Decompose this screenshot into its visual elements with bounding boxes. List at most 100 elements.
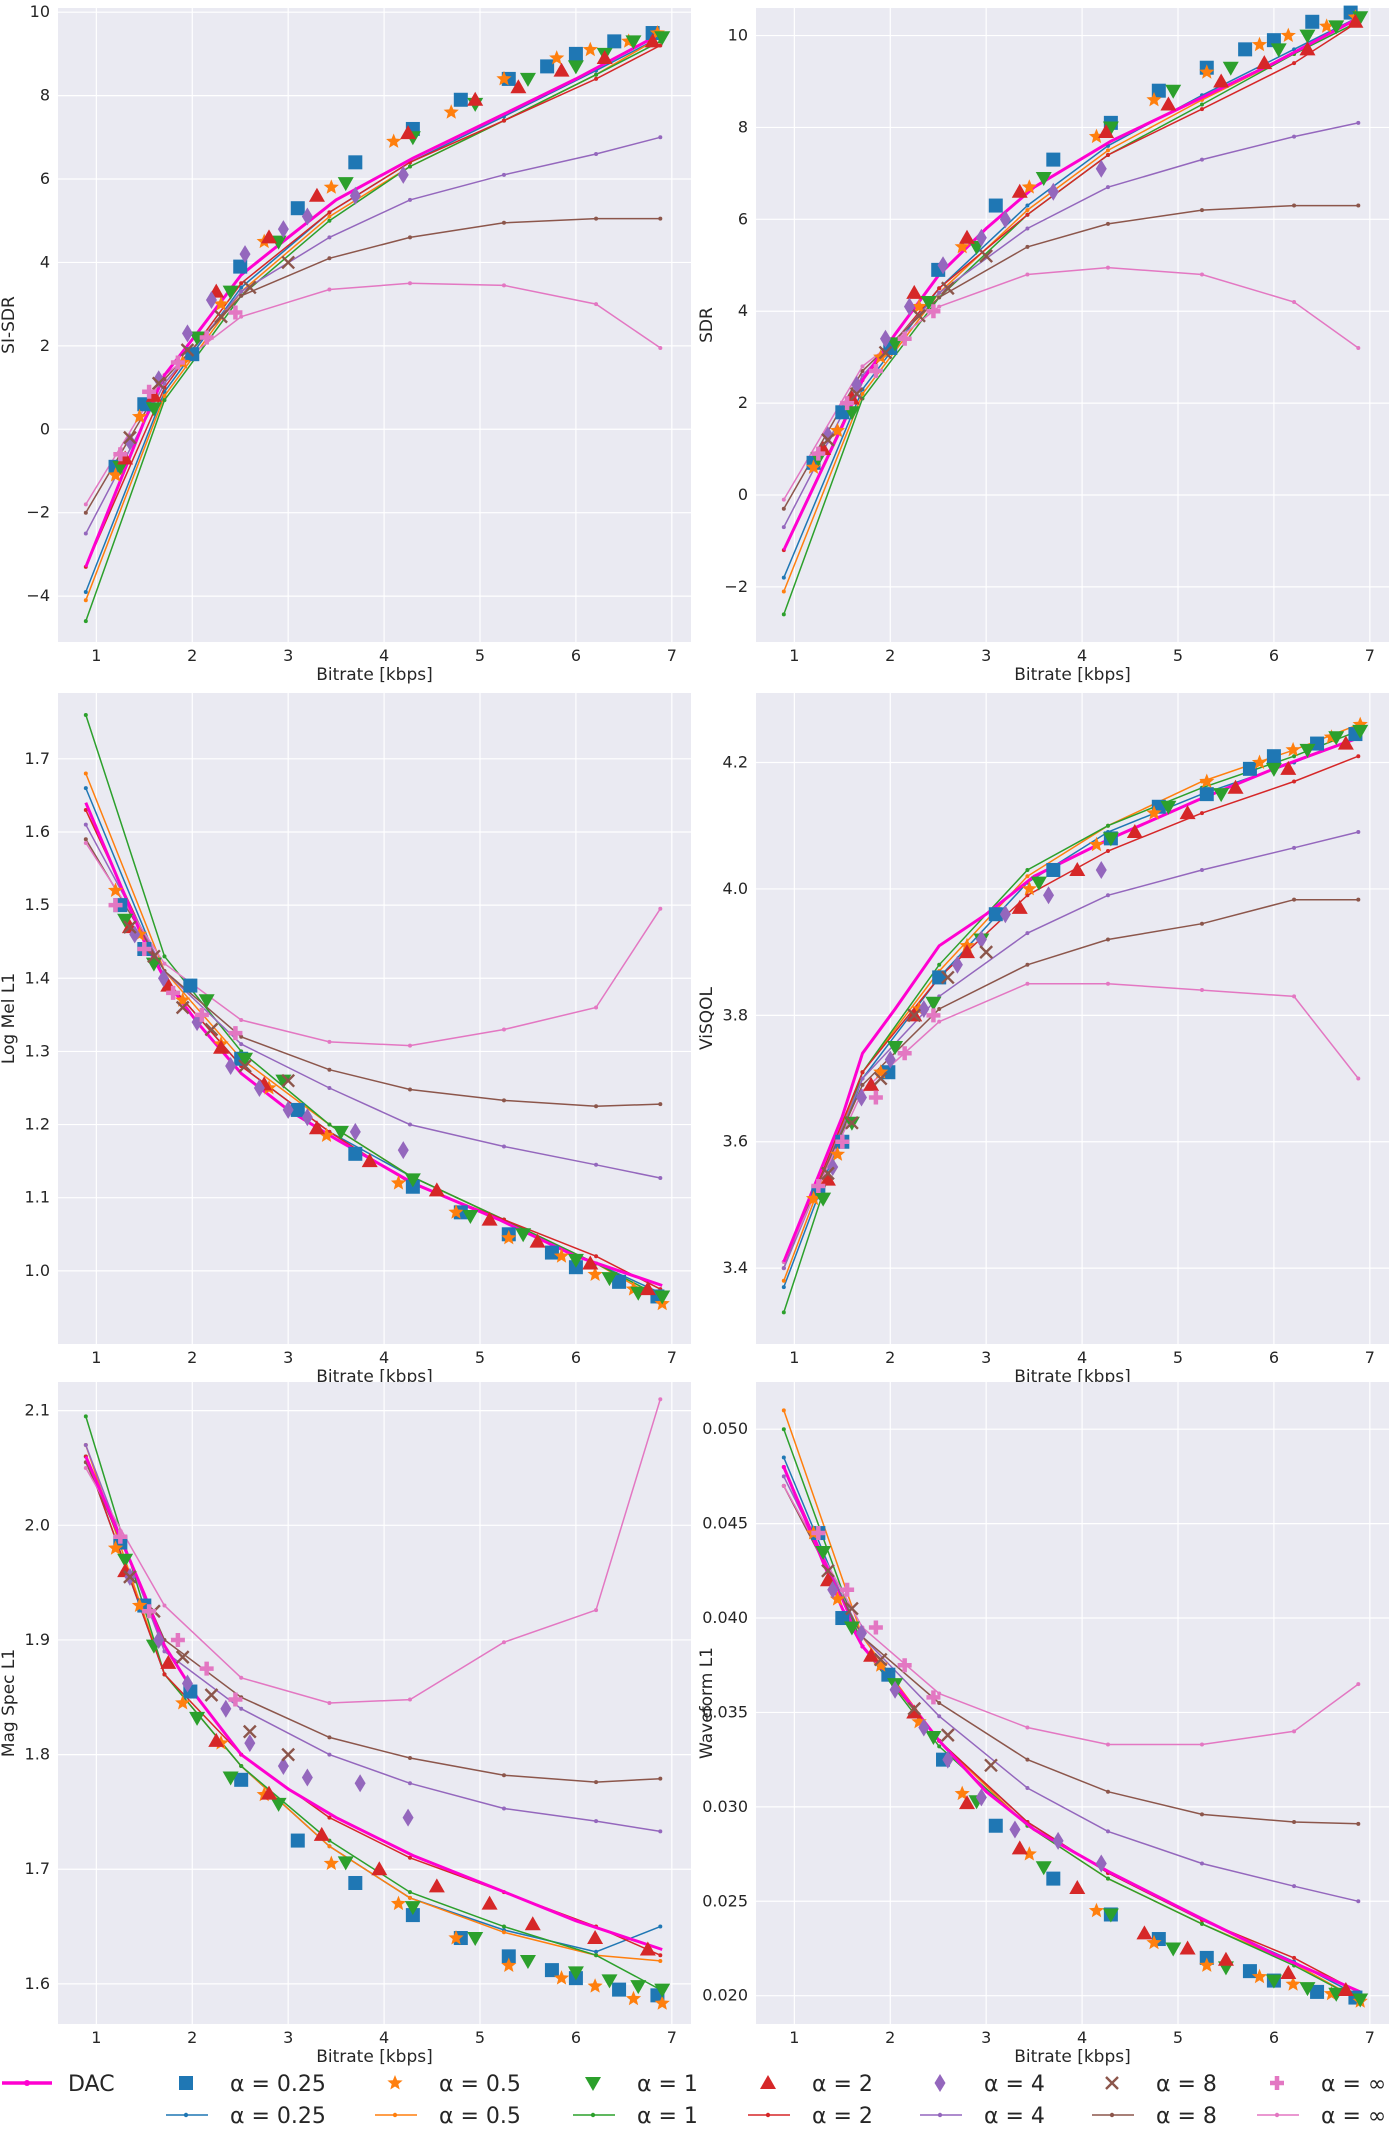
series-point-4 xyxy=(501,118,506,123)
series-point-7 xyxy=(1025,1725,1030,1730)
marker-triangle-up xyxy=(1280,1965,1297,1980)
marker-square xyxy=(988,198,1003,213)
marker-square xyxy=(348,1146,363,1161)
marker-plus xyxy=(194,1007,209,1022)
marker-star xyxy=(323,1855,339,1870)
series-point-5 xyxy=(327,235,332,240)
marker-triangle-up xyxy=(1347,13,1364,28)
marker-diamond xyxy=(181,1674,193,1693)
legend-line-point xyxy=(590,2112,596,2118)
marker-x xyxy=(821,1563,835,1578)
series-point-2 xyxy=(1025,208,1030,213)
marker-triangle-down xyxy=(1328,20,1345,35)
marker-triangle-down xyxy=(467,1932,484,1947)
x-tick-label: 1 xyxy=(91,2028,101,2047)
legend-line-point xyxy=(1274,2112,1280,2118)
y-tick-label: 0 xyxy=(738,485,748,504)
marker-triangle-up xyxy=(1280,760,1297,775)
legend-line-label: α = 0.5 xyxy=(439,2104,521,2129)
series-point-4 xyxy=(860,1070,865,1075)
series-line-7 xyxy=(783,982,1359,1263)
series-point-5 xyxy=(1292,1884,1297,1889)
x-tick-label: 5 xyxy=(475,646,485,665)
series-point-6 xyxy=(860,368,865,373)
series-point-3 xyxy=(162,398,167,403)
marker-triangle-down xyxy=(1030,876,1047,891)
series-point-7 xyxy=(1292,300,1297,305)
marker-diamond xyxy=(903,297,915,316)
marker-triangle-down xyxy=(920,296,937,311)
chart-panel-2: 1 2 3 4 5 6 7 −2 0 2 4 6 8 10 Bitrate [kbps] SDR xyxy=(697,5,1389,685)
marker-plus xyxy=(166,985,181,1000)
marker-triangle-down xyxy=(567,1253,584,1268)
marker-diamond xyxy=(220,1699,232,1718)
marker-square xyxy=(1305,14,1320,29)
marker-triangle-up xyxy=(481,1895,498,1910)
marker-star xyxy=(1088,1902,1105,1918)
series-point-3 xyxy=(594,1953,599,1958)
marker-square xyxy=(348,155,363,170)
marker-x xyxy=(147,949,161,964)
marker-triangle-up xyxy=(1337,1982,1354,1997)
marker-triangle-up xyxy=(1179,1940,1196,1955)
marker-triangle-up xyxy=(959,229,975,244)
marker-diamond xyxy=(975,228,987,247)
marker-diamond xyxy=(975,930,987,949)
marker-star xyxy=(1146,805,1162,820)
legend-marker-triangle-down xyxy=(585,2077,601,2091)
x-tick-label: 2 xyxy=(187,2028,197,2047)
y-tick-label: 2.0 xyxy=(25,1515,50,1534)
marker-triangle-down xyxy=(1352,11,1369,26)
plot-area xyxy=(58,8,691,642)
legend-marker-triangle-up xyxy=(760,2075,776,2089)
series-point-7 xyxy=(781,497,786,502)
marker-x xyxy=(878,345,893,360)
legend-line-point xyxy=(765,2112,771,2118)
x-axis-label: Bitrate [kbps] xyxy=(316,2047,433,2067)
y-tick-label: −4 xyxy=(26,586,50,605)
marker-diamond xyxy=(158,969,169,988)
y-tick-label: 3.4 xyxy=(723,1258,748,1277)
series-point-4 xyxy=(83,808,88,813)
legend-line-label: α = ∞ xyxy=(1321,2104,1386,2129)
marker-plus xyxy=(142,1604,157,1619)
x-tick-label: 7 xyxy=(1365,2028,1375,2047)
series-point-4 xyxy=(162,1672,167,1677)
series-point-5 xyxy=(83,531,88,536)
marker-plus xyxy=(113,447,128,462)
marker-diamond xyxy=(153,370,165,389)
marker-triangle-up xyxy=(959,1795,975,1810)
legend-marker-label: α = 0.25 xyxy=(230,2072,326,2097)
marker-diamond xyxy=(402,1808,414,1827)
marker-x xyxy=(821,1166,835,1181)
marker-x xyxy=(979,249,994,263)
marker-star xyxy=(1319,18,1335,33)
y-tick-label: 6 xyxy=(40,169,50,188)
marker-triangle-down xyxy=(519,72,536,87)
series-line-4 xyxy=(783,755,1359,1269)
marker-diamond xyxy=(244,1734,256,1753)
series-point-7 xyxy=(781,1483,786,1488)
series-point-2 xyxy=(327,214,332,219)
marker-plus xyxy=(170,1632,185,1647)
marker-diamond xyxy=(354,1774,366,1793)
marker-plus xyxy=(228,305,243,320)
marker-diamond xyxy=(937,256,949,275)
series-point-5 xyxy=(501,1806,506,1811)
marker-triangle-down xyxy=(462,1209,479,1224)
y-tick-label: 4.2 xyxy=(723,753,748,772)
marker-diamond xyxy=(277,1757,289,1776)
marker-x xyxy=(873,1652,888,1667)
marker-triangle-down xyxy=(275,1074,292,1089)
marker-star xyxy=(911,1713,927,1729)
y-tick-label: 8 xyxy=(40,86,50,105)
marker-triangle-up xyxy=(400,125,417,140)
legend-marker-label: α = 4 xyxy=(984,2072,1045,2097)
series-point-5 xyxy=(1292,845,1297,850)
legend-line-point xyxy=(183,2112,189,2118)
series-point-6 xyxy=(937,1007,942,1012)
marker-square xyxy=(1046,862,1061,877)
series-point-1 xyxy=(781,1455,786,1460)
series-point-6 xyxy=(327,1735,332,1740)
marker-triangle-up xyxy=(639,1941,656,1956)
